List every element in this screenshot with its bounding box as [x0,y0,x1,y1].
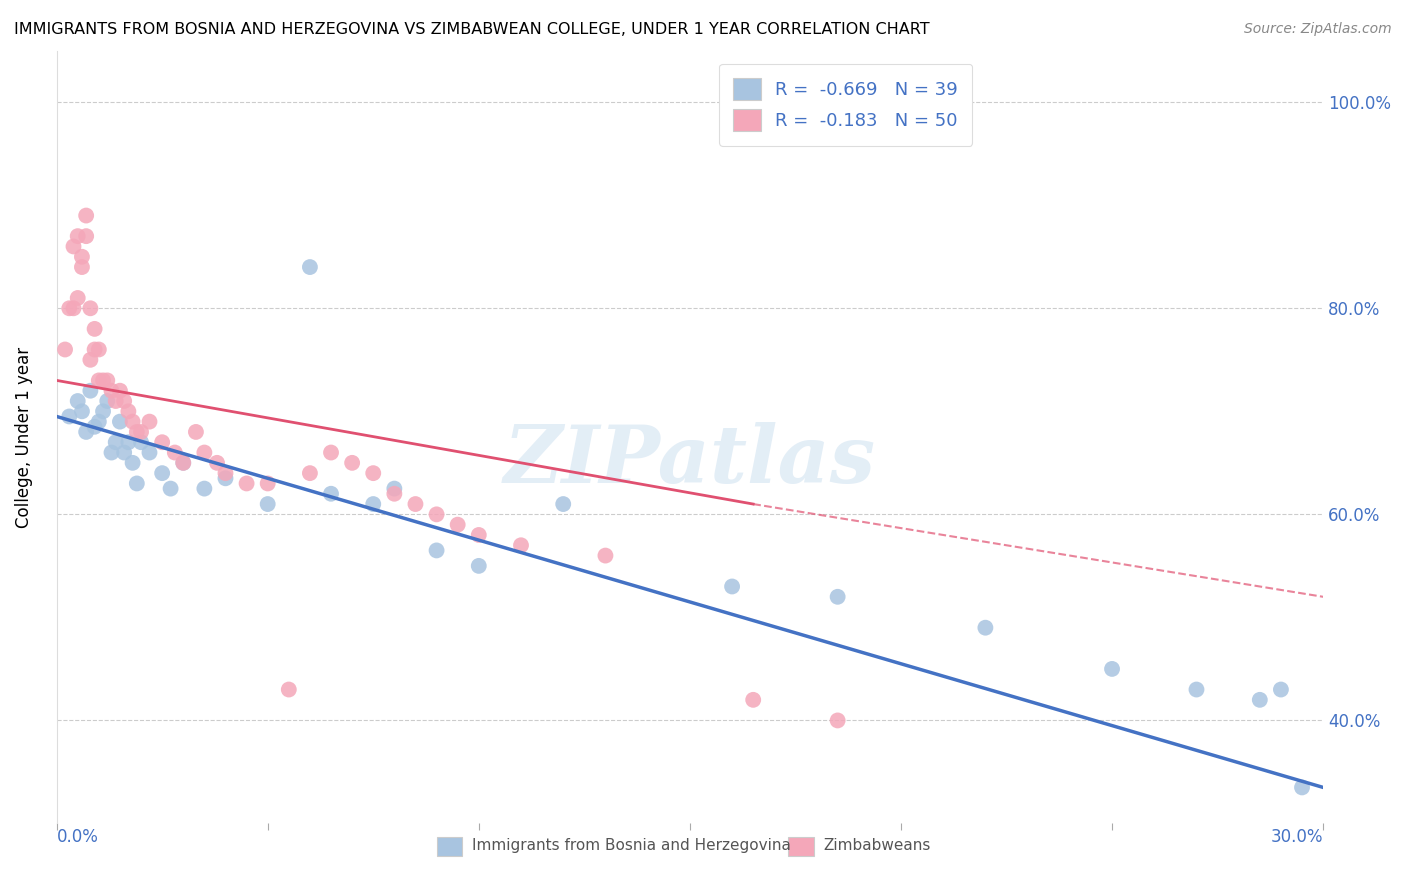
Point [319,487,342,501]
Point [75,229,97,244]
Point [70,250,93,264]
Point [58,301,80,316]
Point [83,322,105,336]
Point [827,714,849,728]
Point [827,590,849,604]
Point [1101,662,1123,676]
Point [83,419,105,434]
Point [277,682,299,697]
Point [138,445,160,459]
Point [235,476,257,491]
Point [91,404,114,418]
Point [66,291,89,305]
Point [66,229,89,244]
Point [117,404,139,418]
Point [121,415,143,429]
Text: Source: ZipAtlas.com: Source: ZipAtlas.com [1244,22,1392,37]
Point [184,425,207,439]
Point [62,239,84,253]
Point [87,343,110,357]
Point [79,384,101,398]
Y-axis label: College, Under 1 year: College, Under 1 year [15,346,32,528]
Point [125,476,148,491]
Point [298,260,321,274]
Point [75,209,97,223]
Point [447,517,470,532]
Point [58,409,80,424]
Point [205,456,228,470]
Point [100,384,122,398]
Point [83,343,105,357]
Point [595,549,617,563]
Point [75,425,97,439]
Point [91,373,114,387]
Point [214,466,236,480]
Point [129,435,152,450]
Point [382,487,405,501]
Point [53,343,76,357]
Point [87,373,110,387]
Point [426,543,449,558]
Point [340,456,363,470]
Point [108,384,131,398]
Point [974,621,997,635]
Point [298,466,321,480]
Point [96,373,118,387]
Point [553,497,575,511]
Text: Immigrants from Bosnia and Herzegovina: Immigrants from Bosnia and Herzegovina [472,838,790,854]
Point [96,394,118,409]
Point [214,471,236,485]
Point [121,456,143,470]
Point [112,394,135,409]
Text: ZIPatlas: ZIPatlas [503,422,876,499]
Point [1291,780,1313,795]
Point [62,301,84,316]
Point [468,558,491,573]
Point [108,415,131,429]
Point [70,260,93,274]
Point [87,415,110,429]
Point [163,445,186,459]
Point [159,482,181,496]
Point [721,579,744,593]
Point [66,394,89,409]
Point [319,445,342,459]
Point [426,508,449,522]
Point [172,456,194,470]
Point [100,445,122,459]
Point [104,394,127,409]
Text: 0.0%: 0.0% [56,828,98,846]
Point [125,425,148,439]
Point [150,466,173,480]
Point [1185,682,1208,697]
Point [104,435,127,450]
Point [129,425,152,439]
Point [79,301,101,316]
Point [150,435,173,450]
Point [742,693,765,707]
Point [172,456,194,470]
Point [79,352,101,367]
Text: 30.0%: 30.0% [1271,828,1323,846]
Text: Zimbabweans: Zimbabweans [824,838,931,854]
Point [510,538,533,552]
Point [112,445,135,459]
Legend: R =  -0.669   N = 39, R =  -0.183   N = 50: R = -0.669 N = 39, R = -0.183 N = 50 [718,63,972,145]
Point [382,482,405,496]
Point [1270,682,1292,697]
Point [256,497,278,511]
Point [193,445,215,459]
Point [361,497,384,511]
Point [468,528,491,542]
Point [361,466,384,480]
Point [1249,693,1271,707]
Point [193,482,215,496]
Point [117,435,139,450]
Point [404,497,426,511]
Point [70,404,93,418]
Point [256,476,278,491]
Point [138,415,160,429]
Text: IMMIGRANTS FROM BOSNIA AND HERZEGOVINA VS ZIMBABWEAN COLLEGE, UNDER 1 YEAR CORRE: IMMIGRANTS FROM BOSNIA AND HERZEGOVINA V… [14,22,929,37]
